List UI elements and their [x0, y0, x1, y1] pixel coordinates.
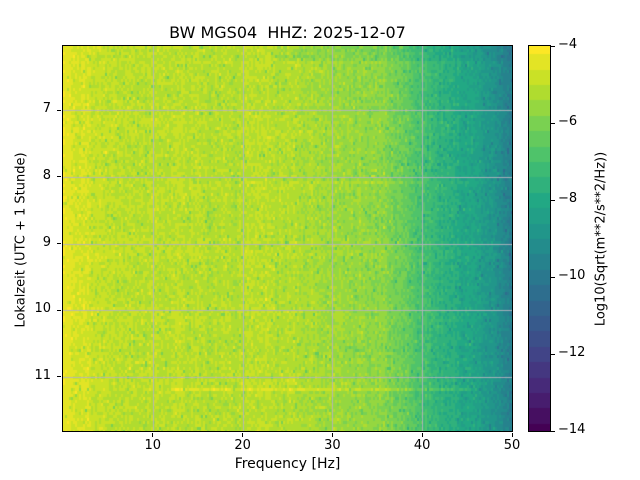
y-tick-mark	[57, 376, 61, 378]
x-tick-label: 30	[324, 438, 341, 453]
x-tick-mark	[152, 433, 154, 437]
colorbar-tick-label: −4	[558, 37, 578, 52]
colorbar-tick-label: −12	[558, 345, 586, 360]
x-tick-label: 10	[144, 438, 162, 453]
colorbar-label: Log10(Sqrt(m**2/s**2/Hz))	[593, 151, 609, 327]
colorbar-tick-mark	[551, 122, 555, 124]
y-tick-mark	[57, 109, 61, 111]
x-tick-mark	[421, 433, 423, 437]
x-axis-label: Frequency [Hz]	[234, 456, 341, 472]
x-tick-label: 40	[413, 438, 431, 453]
plot-area	[62, 45, 513, 432]
x-tick-label: 20	[234, 438, 251, 453]
x-tick-mark	[511, 433, 513, 437]
plot-title: BW MGS04 HHZ: 2025-12-07	[169, 23, 406, 42]
colorbar-tick-label: −14	[558, 422, 586, 437]
x-tick-label: 50	[503, 438, 521, 453]
y-tick-mark	[57, 243, 61, 244]
x-tick-mark	[331, 433, 333, 437]
colorbar-gradient	[529, 46, 550, 431]
y-tick-mark	[57, 309, 61, 311]
colorbar-tick-mark	[551, 430, 555, 432]
x-tick-mark	[242, 433, 244, 437]
colorbar-tick-label: −10	[558, 268, 586, 283]
colorbar-tick-mark	[551, 45, 555, 47]
y-tick-label: 10	[34, 301, 51, 317]
colorbar-tick-mark	[551, 199, 555, 201]
spectrogram-image	[63, 46, 512, 431]
colorbar	[528, 45, 551, 432]
colorbar-tick-mark	[551, 353, 555, 355]
y-tick-mark	[57, 176, 61, 178]
colorbar-tick-label: −8	[558, 191, 578, 206]
colorbar-tick-mark	[551, 276, 555, 278]
colorbar-tick-label: −6	[558, 114, 578, 129]
y-tick-label: 11	[34, 367, 51, 383]
y-tick-label: 8	[42, 167, 51, 183]
y-tick-label: 9	[42, 234, 51, 250]
y-tick-label: 7	[42, 101, 51, 117]
